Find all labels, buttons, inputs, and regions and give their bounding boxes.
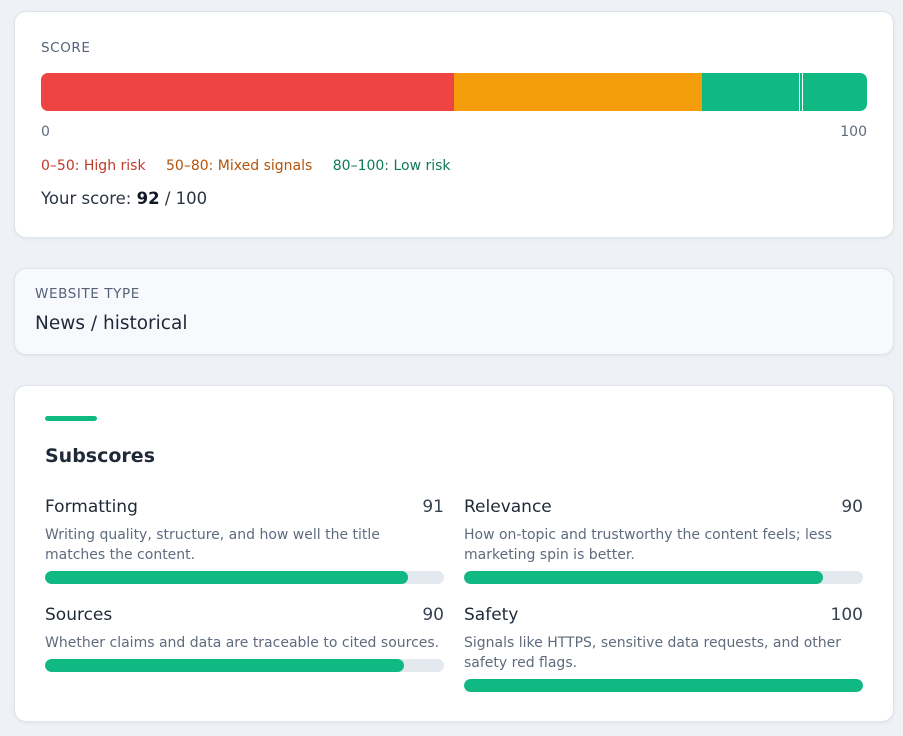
subscore-progress-fill <box>45 571 409 584</box>
score-axis-min: 0 <box>41 124 50 140</box>
your-score: Your score: 92 / 100 <box>41 189 207 208</box>
legend-low-risk: 80–100: Low risk <box>332 158 451 174</box>
subscore-safety: Safety 100 Signals like HTTPS, sensitive… <box>464 605 863 692</box>
legend-mixed-signals: 50–80: Mixed signals <box>166 158 313 174</box>
subscore-formatting: Formatting 91 Writing quality, structure… <box>45 497 444 584</box>
subscore-progress-track <box>45 659 444 672</box>
subscore-name: Sources <box>45 605 113 625</box>
website-type-card: WEBSITE TYPE News / historical <box>14 268 894 355</box>
subscore-value: 91 <box>422 497 444 517</box>
subscore-description: Signals like HTTPS, sensitive data reque… <box>464 635 841 671</box>
score-segment-mixed-signals <box>454 73 702 111</box>
subscore-value: 90 <box>422 605 444 625</box>
subscore-progress-track <box>464 679 863 692</box>
subscore-progress-fill <box>464 571 824 584</box>
score-legend: 0–50: High risk 50–80: Mixed signals 80–… <box>41 158 467 174</box>
score-segment-high-risk <box>41 73 454 111</box>
website-type-label: WEBSITE TYPE <box>35 286 140 302</box>
subscore-progress-track <box>45 571 444 584</box>
score-marker <box>798 73 803 111</box>
subscore-name: Relevance <box>464 497 552 517</box>
subscores-title: Subscores <box>45 445 156 467</box>
score-bar <box>41 73 867 111</box>
subscore-progress-fill <box>464 679 863 692</box>
score-section-label: SCORE <box>41 40 91 56</box>
subscore-value: 100 <box>830 605 863 625</box>
subscore-progress-fill <box>45 659 405 672</box>
your-score-prefix: Your score: <box>41 189 132 208</box>
subscore-name: Formatting <box>45 497 138 517</box>
subscore-value: 90 <box>841 497 863 517</box>
score-card: SCORE 0 100 0–50: High risk 50–80: Mixed… <box>14 11 894 238</box>
subscore-description: Writing quality, structure, and how well… <box>45 527 380 563</box>
score-segment-low-risk <box>701 73 867 111</box>
legend-high-risk: 0–50: High risk <box>41 158 146 174</box>
subscore-progress-track <box>464 571 863 584</box>
subscore-relevance: Relevance 90 How on-topic and trustworth… <box>464 497 863 584</box>
subscore-description: Whether claims and data are traceable to… <box>45 635 440 651</box>
subscore-sources: Sources 90 Whether claims and data are t… <box>45 605 444 672</box>
subscores-card: Subscores Formatting 91 Writing quality,… <box>14 385 894 722</box>
score-axis-max: 100 <box>840 124 867 140</box>
subscore-description: How on-topic and trustworthy the content… <box>464 527 833 563</box>
your-score-suffix: / 100 <box>164 189 208 208</box>
subscore-name: Safety <box>464 605 519 625</box>
website-type-value: News / historical <box>35 313 188 334</box>
subscores-accent-line <box>45 416 97 421</box>
your-score-value: 92 <box>136 189 160 208</box>
